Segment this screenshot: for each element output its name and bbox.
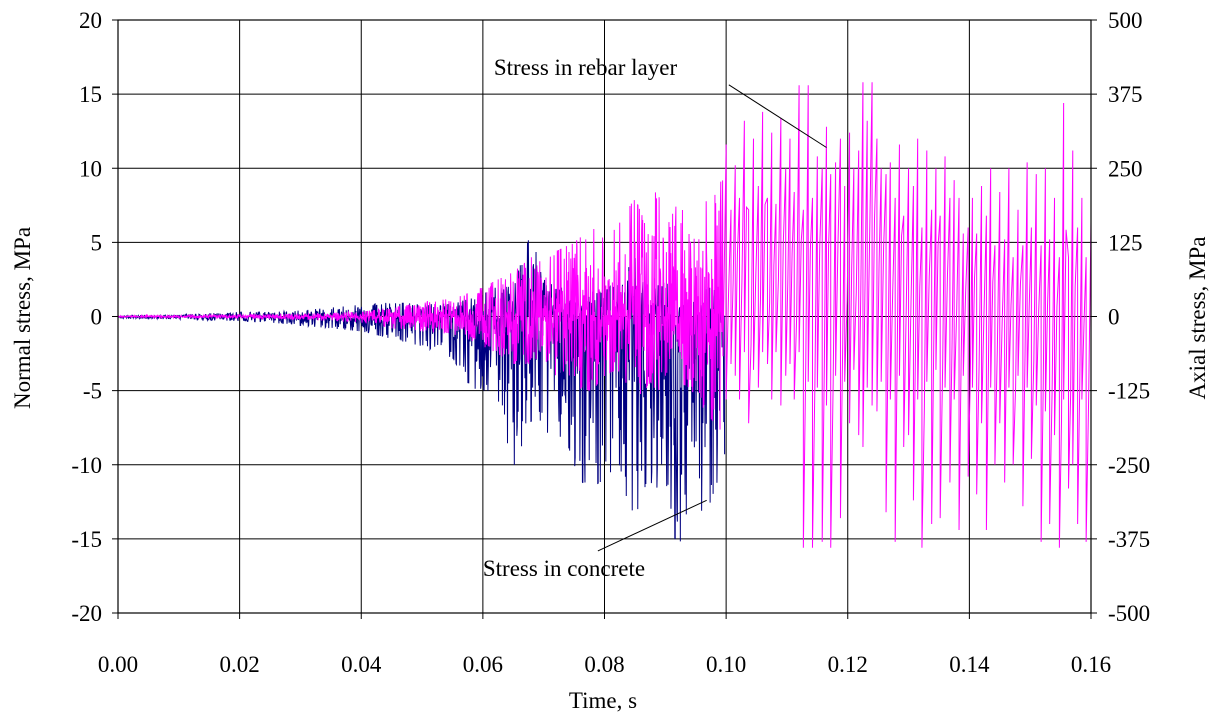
y-axis-title: Normal stress, MPa — [10, 227, 35, 409]
annotations: Stress in rebar layer Stress in concrete — [483, 55, 827, 581]
x-tick-label: 0.00 — [98, 652, 138, 677]
y-tick-label: -20 — [71, 601, 102, 626]
x-tick-label: 0.04 — [341, 652, 382, 677]
x-tick-label: 0.06 — [463, 652, 503, 677]
y-tick-label: 0 — [91, 305, 103, 330]
y-axis-ticks: 20 15 10 5 0 -5 -10 -15 -20 — [71, 8, 118, 626]
y-tick-label: -10 — [71, 453, 102, 478]
y2-axis-ticks: 500 375 250 125 0 -125 -250 -375 -500 — [1091, 8, 1150, 626]
x-tick-label: 0.14 — [949, 652, 990, 677]
y2-tick-label: -250 — [1108, 453, 1150, 478]
x-tick-label: 0.10 — [706, 652, 746, 677]
annotation-leader-line — [597, 499, 707, 552]
y-tick-label: -5 — [83, 379, 102, 404]
y2-tick-label: 0 — [1108, 305, 1120, 330]
x-tick-label: 0.16 — [1071, 652, 1111, 677]
x-tick-label: 0.02 — [220, 652, 260, 677]
y-tick-label: -15 — [71, 527, 102, 552]
x-tick-label: 0.12 — [828, 652, 868, 677]
y2-tick-label: 375 — [1108, 82, 1143, 107]
y2-tick-label: 125 — [1108, 230, 1143, 255]
y2-tick-label: -375 — [1108, 527, 1150, 552]
x-tick-label: 0.08 — [584, 652, 624, 677]
y2-tick-label: -125 — [1108, 379, 1150, 404]
y2-axis-title: Axial stress, MPa — [1185, 237, 1210, 400]
y2-tick-label: 250 — [1108, 156, 1143, 181]
y-tick-label: 20 — [79, 8, 102, 33]
annotation-leader-line — [728, 84, 827, 148]
series-rebar — [117, 82, 1092, 548]
x-axis-ticks: 0.00 0.02 0.04 0.06 0.08 0.10 0.12 0.14 0.16 — [98, 613, 1111, 677]
annotation-label: Stress in concrete — [483, 556, 645, 581]
y-tick-label: 5 — [91, 230, 103, 255]
series-rebar-line — [117, 82, 1092, 548]
y2-tick-label: 500 — [1108, 8, 1143, 33]
annotation-label: Stress in rebar layer — [494, 55, 678, 80]
y2-tick-label: -500 — [1108, 601, 1150, 626]
y-tick-label: 15 — [79, 82, 102, 107]
y-tick-label: 10 — [79, 156, 102, 181]
x-axis-title: Time, s — [569, 688, 637, 713]
